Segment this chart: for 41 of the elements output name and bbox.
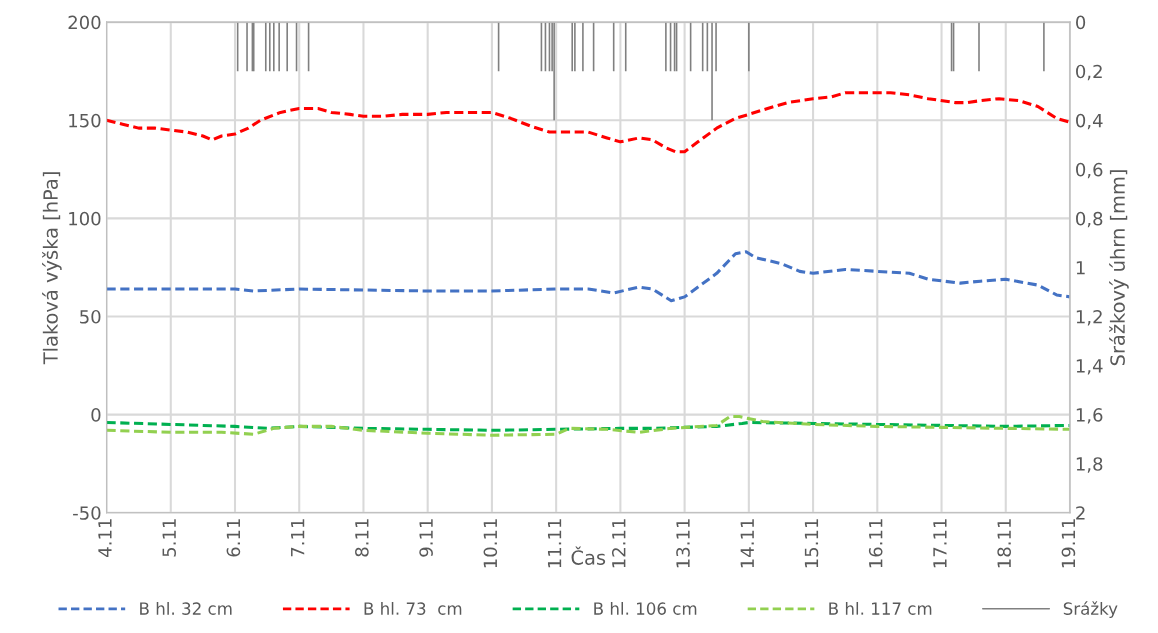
legend-label: B hl. 117 cm — [829, 601, 932, 615]
x-tick-label: 13.11 — [676, 519, 690, 568]
x-tick-label: 14.11 — [740, 519, 754, 568]
legend-label: B hl. 106 cm — [594, 601, 697, 615]
y2-tick-label: 1,4 — [1076, 359, 1103, 375]
x-tick-label: 9.11 — [419, 519, 433, 557]
y-tick-label: 200 — [68, 15, 101, 30]
x-tick-label: 15.11 — [804, 519, 819, 568]
y2-tick-label: 0 — [1076, 15, 1086, 30]
x-tick-label: 16.11 — [868, 519, 883, 568]
y-tick-label: -50 — [73, 506, 101, 520]
x-tick-label: 18.11 — [997, 519, 1011, 568]
y2-tick-label: 0,6 — [1076, 162, 1103, 179]
y2-tick-label: 0,8 — [1076, 211, 1103, 228]
x-tick-label: 12.11 — [611, 519, 626, 568]
x-tick-label: 19.11 — [1061, 519, 1076, 568]
y-tick-label: 0 — [91, 408, 101, 422]
y2-tick-label: 1,2 — [1076, 309, 1102, 326]
y2-tick-label: 2 — [1076, 506, 1085, 520]
x-tick-label: 8.11 — [355, 519, 369, 557]
y-axis-title: Tlaková výška [hPa] — [42, 172, 62, 365]
legend-label: Srážky — [1063, 601, 1118, 619]
y-tick-label: 100 — [69, 211, 101, 226]
x-tick-label: 4.11 — [98, 519, 112, 557]
y2-tick-label: 1,8 — [1076, 457, 1103, 473]
legend-label: B hl. 32 cm — [140, 601, 232, 615]
x-tick-label: 10.11 — [483, 519, 498, 568]
y2-tick-label: 0,4 — [1076, 113, 1103, 130]
y-tick-label: 50 — [80, 309, 101, 324]
legend-label: B hl. 73 cm — [364, 601, 462, 615]
x-tick-label: 17.11 — [933, 519, 947, 568]
y2-tick-label: 1,6 — [1076, 408, 1103, 424]
y-tick-label: 150 — [69, 113, 101, 128]
y2-axis-title: Srážkový úhrn [mm] — [1109, 170, 1129, 366]
x-tick-label: 7.11 — [291, 519, 305, 557]
x-tick-label: 11.11 — [547, 519, 562, 568]
x-tick-label: 5.11 — [162, 519, 177, 557]
x-tick-label: 6.11 — [226, 519, 241, 557]
y2-tick-label: 1 — [1076, 261, 1085, 275]
y2-tick-label: 0,2 — [1076, 64, 1102, 81]
x-axis-title: Čas — [571, 546, 606, 565]
